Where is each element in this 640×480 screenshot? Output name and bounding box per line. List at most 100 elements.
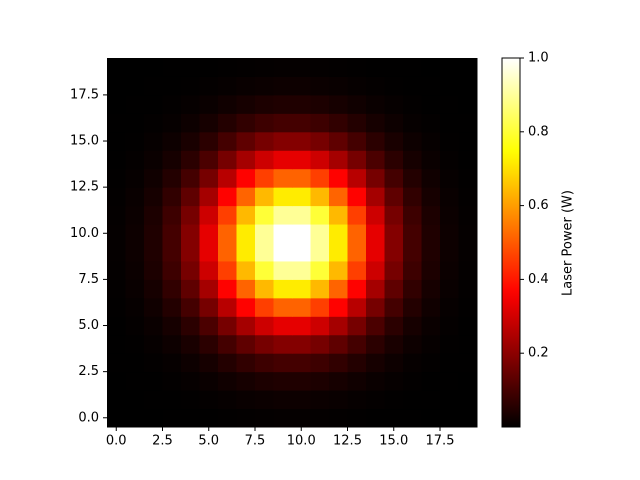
heatmap-cell <box>255 58 274 77</box>
heatmap-cell <box>236 316 256 336</box>
heatmap-cell <box>255 334 274 354</box>
heatmap-cell <box>236 224 256 243</box>
heatmap-cell <box>199 260 219 280</box>
heatmap-cell <box>181 94 200 114</box>
heatmap-cell <box>273 131 293 151</box>
heatmap-cell <box>162 297 182 317</box>
heatmap-cell <box>144 205 163 225</box>
y-tick-label: 2.5 <box>78 364 99 379</box>
heatmap-cell <box>366 242 385 262</box>
heatmap-cell <box>107 94 126 114</box>
heatmap-cell <box>403 76 422 96</box>
heatmap-cell <box>310 297 330 317</box>
heatmap-cell <box>384 187 404 207</box>
heatmap-cell <box>199 131 219 151</box>
heatmap-cell <box>384 76 404 96</box>
heatmap-cell <box>181 224 200 243</box>
heatmap-cell <box>347 260 367 280</box>
heatmap-cell <box>144 297 163 317</box>
heatmap-cell <box>440 76 459 96</box>
heatmap-cell <box>384 242 404 262</box>
heatmap-cell <box>458 150 478 170</box>
heatmap-cell <box>292 279 311 299</box>
heatmap-cell <box>273 316 293 336</box>
heatmap-cell <box>329 260 348 280</box>
heatmap-cell <box>144 113 163 133</box>
heatmap-cell <box>144 316 163 336</box>
y-tick-label: 10.0 <box>70 226 99 241</box>
heatmap-cell <box>236 353 256 373</box>
heatmap-cell <box>440 224 459 243</box>
heatmap-cell <box>181 187 200 207</box>
heatmap-cell <box>162 131 182 151</box>
heatmap-cell <box>329 224 348 243</box>
heatmap-cell <box>421 150 441 170</box>
heatmap-cell <box>310 58 330 77</box>
heatmap-cell <box>181 297 200 317</box>
heatmap-cell <box>403 334 422 354</box>
heatmap-cell <box>144 353 163 373</box>
heatmap-cell <box>421 279 441 299</box>
heatmap-cell <box>403 205 422 225</box>
heatmap-cell <box>273 390 293 410</box>
heatmap-cell <box>421 390 441 410</box>
heatmap-cell <box>421 297 441 317</box>
heatmap-cell <box>144 58 163 77</box>
heatmap-cell <box>218 113 237 133</box>
heatmap-cell <box>292 150 311 170</box>
heatmap-cell <box>421 94 441 114</box>
heatmap-cell <box>236 408 256 428</box>
heatmap-cell <box>384 260 404 280</box>
heatmap-cell <box>273 371 293 391</box>
heatmap-cell <box>218 371 237 391</box>
heatmap-cell <box>458 408 478 428</box>
heatmap-cell <box>458 58 478 77</box>
heatmap-cell <box>107 242 126 262</box>
heatmap-cell <box>421 371 441 391</box>
heatmap-cell <box>125 205 145 225</box>
heatmap-cell <box>403 224 422 243</box>
heatmap-cell <box>181 168 200 188</box>
heatmap-cell <box>384 334 404 354</box>
heatmap-cell <box>347 297 367 317</box>
heatmap-cell <box>329 205 348 225</box>
heatmap-cell <box>384 150 404 170</box>
heatmap-cell <box>181 76 200 96</box>
heatmap-cell <box>218 58 237 77</box>
heatmap-cell <box>255 279 274 299</box>
heatmap-cell <box>236 113 256 133</box>
heatmap-cell <box>236 76 256 96</box>
heatmap-cell <box>218 94 237 114</box>
heatmap-cell <box>181 260 200 280</box>
heatmap-cell <box>107 316 126 336</box>
heatmap-cell <box>366 168 385 188</box>
heatmap-cell <box>236 242 256 262</box>
heatmap-cell <box>199 168 219 188</box>
heatmap-cell <box>292 58 311 77</box>
heatmap-cell <box>107 390 126 410</box>
heatmap-cell <box>329 408 348 428</box>
heatmap-cell <box>218 224 237 243</box>
heatmap-cell <box>107 131 126 151</box>
heatmap-cell <box>458 260 478 280</box>
heatmap-cell <box>218 242 237 262</box>
heatmap-cell <box>329 94 348 114</box>
heatmap-cell <box>403 242 422 262</box>
heatmap-cell <box>310 187 330 207</box>
heatmap-cell <box>218 316 237 336</box>
heatmap-cell <box>181 353 200 373</box>
heatmap-cell <box>236 187 256 207</box>
heatmap-cell <box>384 58 404 77</box>
heatmap-cell <box>329 371 348 391</box>
heatmap-cell <box>218 353 237 373</box>
heatmap-cell <box>199 316 219 336</box>
heatmap-cell <box>199 113 219 133</box>
heatmap-cell <box>107 205 126 225</box>
heatmap-cell <box>162 408 182 428</box>
heatmap-cell <box>458 242 478 262</box>
heatmap-cell <box>366 76 385 96</box>
heatmap-cell <box>366 353 385 373</box>
heatmap-cell <box>440 205 459 225</box>
heatmap-cell <box>107 150 126 170</box>
x-tick-label: 12.5 <box>333 434 362 449</box>
